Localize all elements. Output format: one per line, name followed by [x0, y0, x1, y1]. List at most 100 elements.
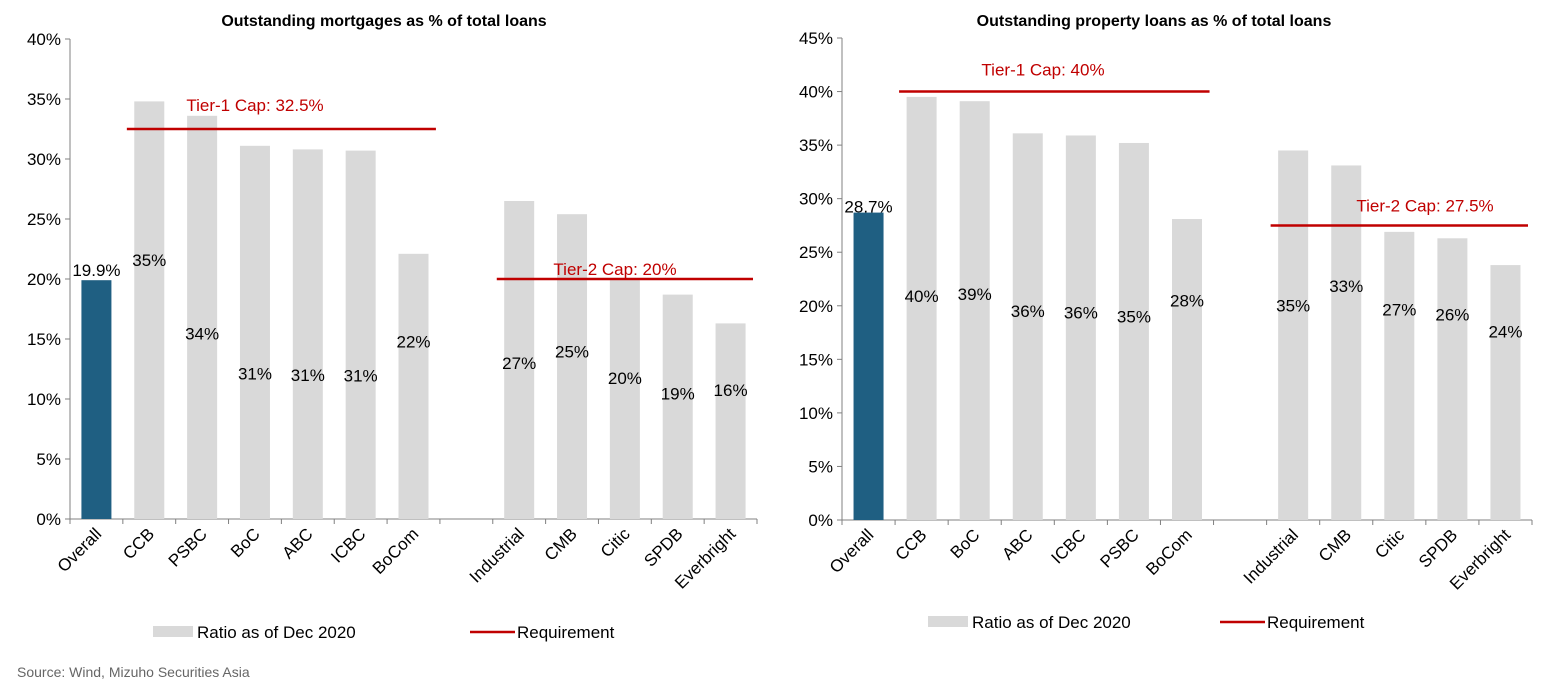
y-tick-label: 0%	[36, 510, 61, 529]
bar	[906, 96, 937, 521]
y-tick-label: 20%	[799, 297, 833, 316]
category-label: CMB	[541, 524, 581, 564]
category-label: Industrial	[1240, 525, 1302, 587]
category-label: CMB	[1315, 525, 1355, 565]
category-label: BoC	[947, 525, 984, 562]
data-label: 35%	[1117, 307, 1151, 326]
bar	[398, 253, 429, 520]
bar	[292, 149, 323, 519]
bar	[1118, 142, 1149, 521]
category-label: ABC	[998, 525, 1036, 563]
bar	[187, 115, 218, 520]
y-tick-label: 15%	[799, 350, 833, 369]
data-label: 22%	[396, 332, 430, 351]
data-label: 31%	[344, 366, 378, 385]
data-label: 28.7%	[844, 198, 892, 217]
data-label: 40%	[905, 287, 939, 306]
category-label: ICBC	[1048, 525, 1090, 567]
bar	[345, 150, 376, 519]
y-tick-label: 0%	[808, 511, 833, 530]
category-label: PSBC	[165, 524, 211, 570]
y-tick-label: 30%	[27, 150, 61, 169]
chart-title: Outstanding property loans as % of total…	[977, 13, 1332, 30]
data-label: 26%	[1435, 305, 1469, 324]
requirement-label: Tier-1 Cap: 32.5%	[186, 96, 323, 115]
bar	[1172, 219, 1202, 521]
category-label: PSBC	[1097, 525, 1143, 571]
y-tick-label: 40%	[27, 30, 61, 49]
bar	[609, 280, 640, 519]
bar	[959, 101, 990, 520]
bar	[1384, 231, 1415, 521]
category-label: SPDB	[640, 524, 686, 570]
y-tick-label: 5%	[808, 457, 833, 476]
y-tick-label: 35%	[799, 136, 833, 155]
category-label: Citic	[1371, 525, 1408, 562]
requirement-label: Tier-1 Cap: 40%	[981, 61, 1104, 80]
legend-bar-swatch	[928, 616, 968, 627]
chart-title: Outstanding mortgages as % of total loan…	[221, 13, 546, 30]
category-label: SPDB	[1415, 525, 1461, 571]
data-label: 31%	[291, 366, 325, 385]
y-tick-label: 10%	[799, 404, 833, 423]
category-label: Overall	[54, 524, 106, 576]
bar	[1012, 133, 1043, 520]
legend-series-label: Ratio as of Dec 2020	[197, 623, 356, 642]
category-label: CCB	[119, 524, 158, 563]
bar	[134, 101, 165, 520]
y-tick-label: 25%	[27, 210, 61, 229]
bar	[504, 201, 535, 519]
legend-line-label: Requirement	[1267, 613, 1365, 632]
data-label: 27%	[502, 354, 536, 373]
y-tick-label: 40%	[799, 83, 833, 102]
data-label: 16%	[714, 381, 748, 400]
y-tick-label: 5%	[36, 450, 61, 469]
category-label: Overall	[826, 525, 878, 577]
data-label: 34%	[185, 325, 219, 344]
data-label: 25%	[555, 342, 589, 361]
legend-series-label: Ratio as of Dec 2020	[972, 613, 1131, 632]
y-tick-label: 35%	[27, 90, 61, 109]
mortgage-chart: Outstanding mortgages as % of total loan…	[27, 13, 758, 642]
category-label: BoCom	[369, 524, 423, 578]
bar	[1437, 238, 1468, 520]
bar	[1065, 135, 1096, 520]
data-label: 39%	[958, 285, 992, 304]
source-note: Source: Wind, Mizuho Securities Asia	[17, 664, 250, 680]
data-label: 36%	[1011, 302, 1045, 321]
property-loan-chart: Outstanding property loans as % of total…	[799, 13, 1533, 632]
bar	[1278, 150, 1309, 520]
category-label: ABC	[278, 524, 316, 562]
data-label: 19.9%	[72, 261, 120, 280]
y-tick-label: 30%	[799, 190, 833, 209]
bar	[239, 145, 270, 520]
y-tick-label: 10%	[27, 390, 61, 409]
bar	[715, 323, 746, 519]
bar	[1490, 265, 1521, 520]
data-label: 36%	[1064, 303, 1098, 322]
data-label: 24%	[1488, 322, 1522, 341]
data-label: 19%	[661, 384, 695, 403]
bar	[1331, 165, 1362, 520]
legend-bar-swatch	[153, 626, 193, 637]
data-label: 20%	[608, 369, 642, 388]
y-tick-label: 25%	[799, 243, 833, 262]
requirement-label: Tier-2 Cap: 27.5%	[1356, 196, 1493, 215]
category-label: BoC	[227, 524, 264, 561]
category-label: CCB	[892, 525, 931, 564]
category-label: ICBC	[327, 524, 369, 566]
bar	[662, 294, 693, 519]
category-label: BoCom	[1142, 525, 1196, 579]
requirement-label: Tier-2 Cap: 20%	[553, 260, 676, 279]
bar	[853, 212, 884, 520]
y-tick-label: 45%	[799, 29, 833, 48]
data-label: 35%	[1276, 297, 1310, 316]
data-label: 35%	[132, 251, 166, 270]
category-label: Industrial	[466, 524, 528, 586]
data-label: 33%	[1329, 277, 1363, 296]
data-label: 31%	[238, 364, 272, 383]
bar	[557, 214, 588, 519]
category-label: Citic	[597, 524, 634, 561]
bar	[81, 280, 112, 519]
data-label: 27%	[1382, 301, 1416, 320]
